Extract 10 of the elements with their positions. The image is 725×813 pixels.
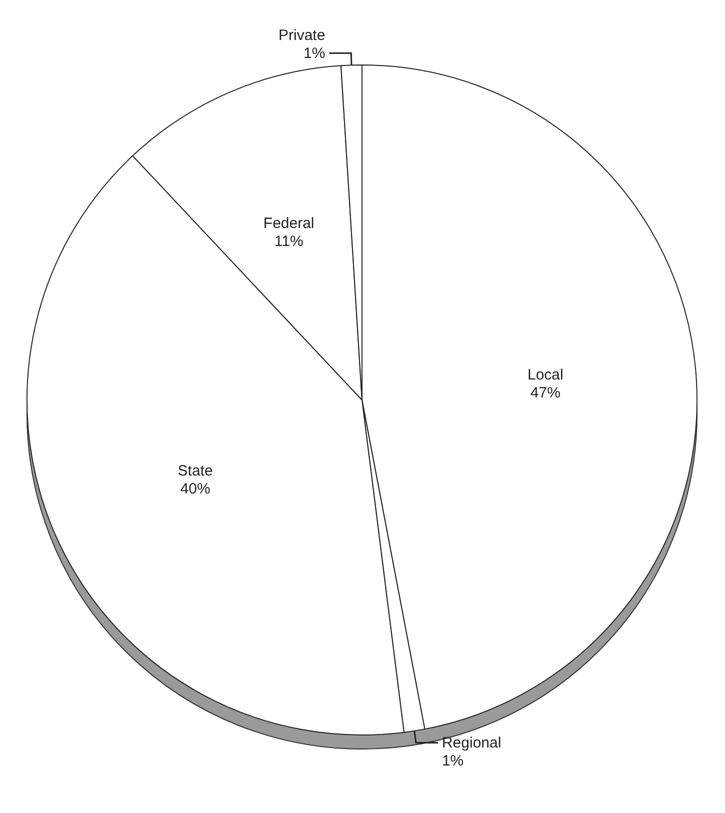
slice-label: State — [178, 462, 213, 480]
data-label: 11% — [274, 232, 304, 250]
slice-label: Regional — [442, 734, 502, 752]
data-label: 1% — [303, 45, 326, 62]
data-label: 1% — [442, 752, 464, 770]
slice-label: Private — [278, 27, 326, 44]
data-label: 40% — [180, 480, 210, 498]
slice-label: Local — [528, 366, 564, 384]
slice-label: Federal — [263, 214, 314, 232]
data-label: 47% — [530, 384, 560, 402]
